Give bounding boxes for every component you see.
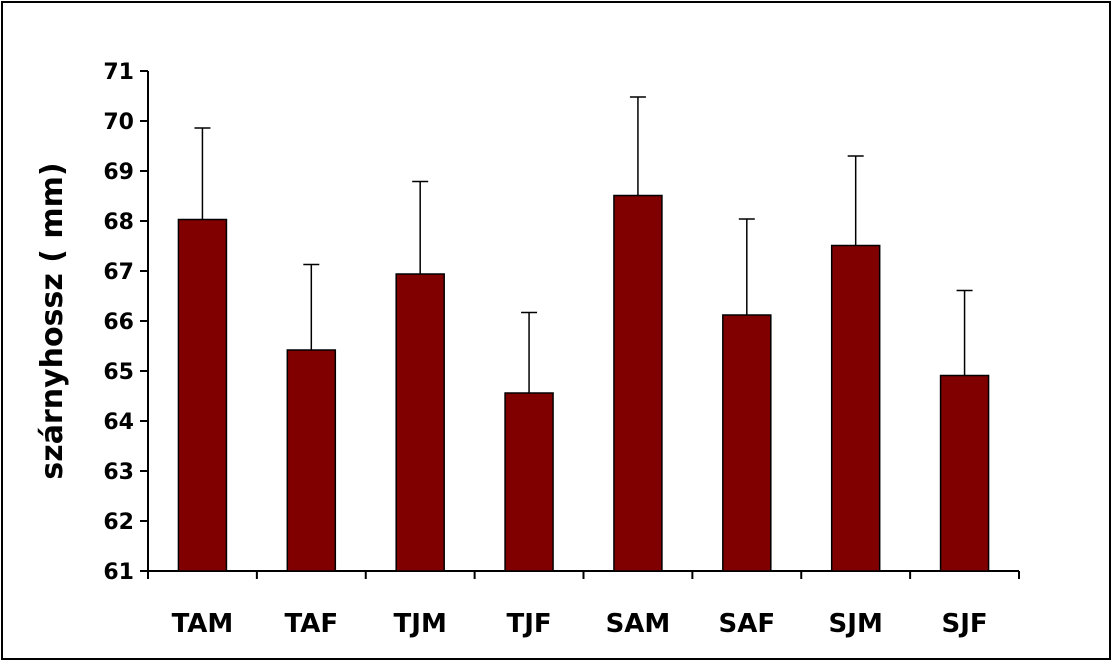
- bar-tjm: [395, 273, 445, 572]
- bar-sam: [613, 194, 663, 572]
- y-tick-label: 67: [103, 260, 134, 285]
- y-tick-label: 66: [103, 310, 134, 335]
- x-label-tam: TAM: [172, 609, 234, 639]
- bar-sjm: [830, 244, 881, 572]
- y-tick-label: 69: [103, 160, 134, 185]
- x-label-tjf: TJF: [506, 609, 551, 639]
- bar-sjf: [939, 374, 990, 572]
- y-tick-label: 71: [103, 60, 134, 85]
- bar-tam: [177, 218, 228, 572]
- bar-tjf: [504, 392, 554, 572]
- y-tick-label: 64: [103, 410, 134, 435]
- axes: [140, 70, 1020, 579]
- y-tick-label: 63: [103, 460, 134, 485]
- y-tick-label: 68: [103, 210, 134, 235]
- y-tick-label: 65: [103, 360, 134, 385]
- y-tick-label: 70: [103, 110, 134, 135]
- x-label-sjf: SJF: [941, 609, 987, 639]
- bar-taf: [286, 349, 337, 572]
- x-label-sjm: SJM: [829, 609, 883, 639]
- x-label-sam: SAM: [606, 609, 671, 639]
- x-category-labels: TAM TAF TJM TJF SAM SAF SJM SJF: [172, 609, 988, 639]
- y-tick-labels: 61 62 63 64 65 66 67 68 69 70 71: [103, 60, 134, 585]
- x-label-saf: SAF: [719, 609, 776, 639]
- y-axis-title: szárnyhossz ( mm): [35, 162, 70, 479]
- bar-saf: [722, 314, 772, 572]
- x-label-tjm: TJM: [394, 609, 447, 639]
- y-tick-label: 62: [103, 510, 134, 535]
- x-label-taf: TAF: [285, 609, 339, 639]
- bars: [177, 194, 990, 572]
- error-bars: [194, 96, 973, 393]
- y-tick-label: 61: [103, 560, 134, 585]
